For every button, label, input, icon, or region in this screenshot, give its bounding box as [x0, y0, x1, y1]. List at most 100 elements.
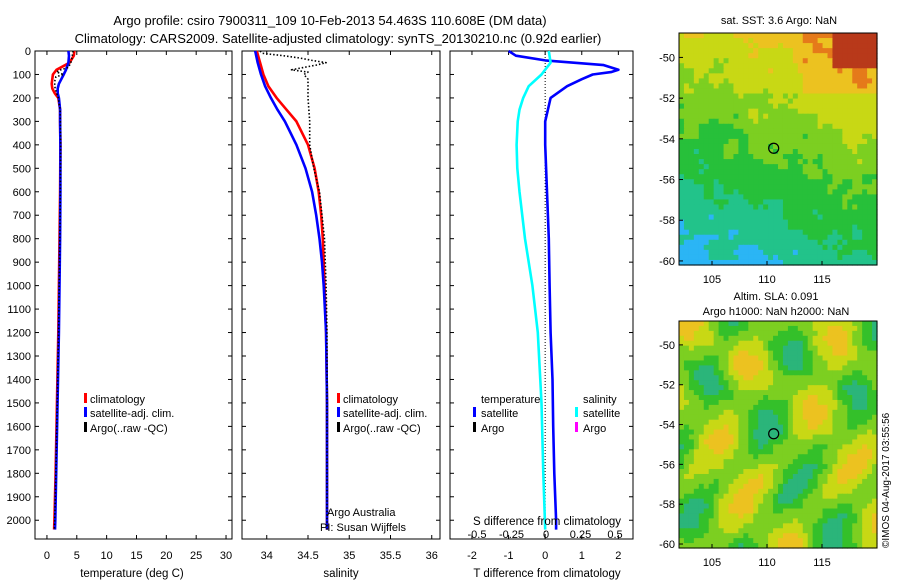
map-cell [822, 409, 829, 416]
map-cell [827, 528, 834, 534]
map-cell [723, 88, 730, 95]
map-cell [703, 48, 710, 54]
map-cell [812, 113, 819, 120]
map-cell [708, 108, 715, 115]
map-cell [842, 390, 848, 396]
map-cell [768, 503, 774, 510]
map-cell [837, 370, 843, 376]
map-cell [787, 345, 794, 352]
map-cell [837, 199, 843, 206]
map-cell [867, 154, 873, 160]
map-cell [748, 449, 754, 455]
map-cell [862, 159, 868, 165]
map-cell [768, 335, 774, 342]
map-cell [842, 199, 848, 206]
map-cell [763, 179, 769, 185]
x-tick-label: 36 [426, 550, 438, 562]
map-cell [827, 404, 834, 411]
map-cell [748, 138, 754, 145]
map-cell [733, 493, 739, 500]
legend-label-t-argo: Argo [481, 423, 504, 435]
map-cell [679, 335, 685, 342]
map-cell [822, 98, 829, 105]
map-cell [693, 335, 700, 342]
map-cell [683, 93, 690, 100]
map-cell [688, 78, 695, 85]
map-cell [763, 395, 769, 401]
map-cell [837, 249, 843, 256]
map-cell [698, 184, 705, 190]
map-cell [787, 43, 794, 49]
map-cell [679, 434, 685, 441]
map-cell [713, 473, 720, 480]
map-cell [679, 355, 685, 362]
map-cell [733, 123, 739, 130]
map-cell [852, 350, 858, 357]
map-cell [832, 58, 838, 64]
map-cell [768, 169, 774, 175]
map-cell [842, 528, 848, 534]
map-cell [857, 224, 863, 231]
map-cell [758, 449, 764, 455]
map-cell [679, 174, 685, 180]
map-cell [713, 179, 720, 185]
map-cell [837, 98, 843, 105]
map-cell [748, 469, 754, 475]
map-cell [698, 33, 705, 39]
map-cell [743, 325, 749, 332]
map-cell [857, 103, 863, 110]
map-cell [782, 533, 789, 539]
map-cell [862, 365, 868, 371]
map-cell [768, 189, 774, 195]
map-cell [773, 214, 779, 221]
map-cell [782, 249, 789, 256]
map-cell [822, 214, 829, 221]
map-cell [792, 169, 799, 175]
map-cell [768, 404, 774, 411]
map-cell [812, 249, 819, 256]
map-cell [807, 325, 814, 332]
map-cell [708, 58, 715, 64]
map-cell [852, 204, 858, 211]
map-cell [763, 58, 769, 64]
map-cell [787, 409, 794, 416]
map-cell [842, 38, 848, 44]
map-cell [718, 128, 725, 135]
map-cell [802, 88, 809, 95]
map-cell [842, 473, 848, 480]
map-cell [688, 209, 695, 216]
map-cell [679, 194, 685, 201]
map-cell [728, 493, 735, 500]
map-cell [768, 340, 774, 347]
map-cell [778, 33, 784, 39]
map-cell [753, 385, 759, 391]
map-cell [837, 375, 843, 381]
map-cell [807, 239, 814, 246]
map-cell [728, 330, 735, 337]
map-cell [807, 189, 814, 195]
map-cell [832, 249, 838, 256]
map-cell [723, 164, 730, 170]
map-cell [847, 113, 853, 120]
map-cell [817, 360, 824, 367]
map-cell [703, 73, 710, 79]
map-cell [683, 189, 690, 195]
map-cell [837, 395, 843, 401]
map-cell [763, 113, 769, 120]
map-cell [797, 424, 804, 431]
map-cell [812, 128, 819, 135]
map-cell [703, 355, 710, 362]
map-cell [773, 73, 779, 79]
map-cell [832, 483, 838, 490]
map-cell [787, 154, 794, 160]
map-cell [812, 493, 819, 500]
map-cell [802, 143, 809, 150]
map-cell [763, 419, 769, 426]
map-cell [693, 108, 700, 115]
map-cell [698, 459, 705, 465]
map-cell [822, 159, 829, 165]
map-cell [753, 483, 759, 490]
map-cell [733, 214, 739, 221]
map-cell [698, 98, 705, 105]
map-cell [688, 340, 695, 347]
